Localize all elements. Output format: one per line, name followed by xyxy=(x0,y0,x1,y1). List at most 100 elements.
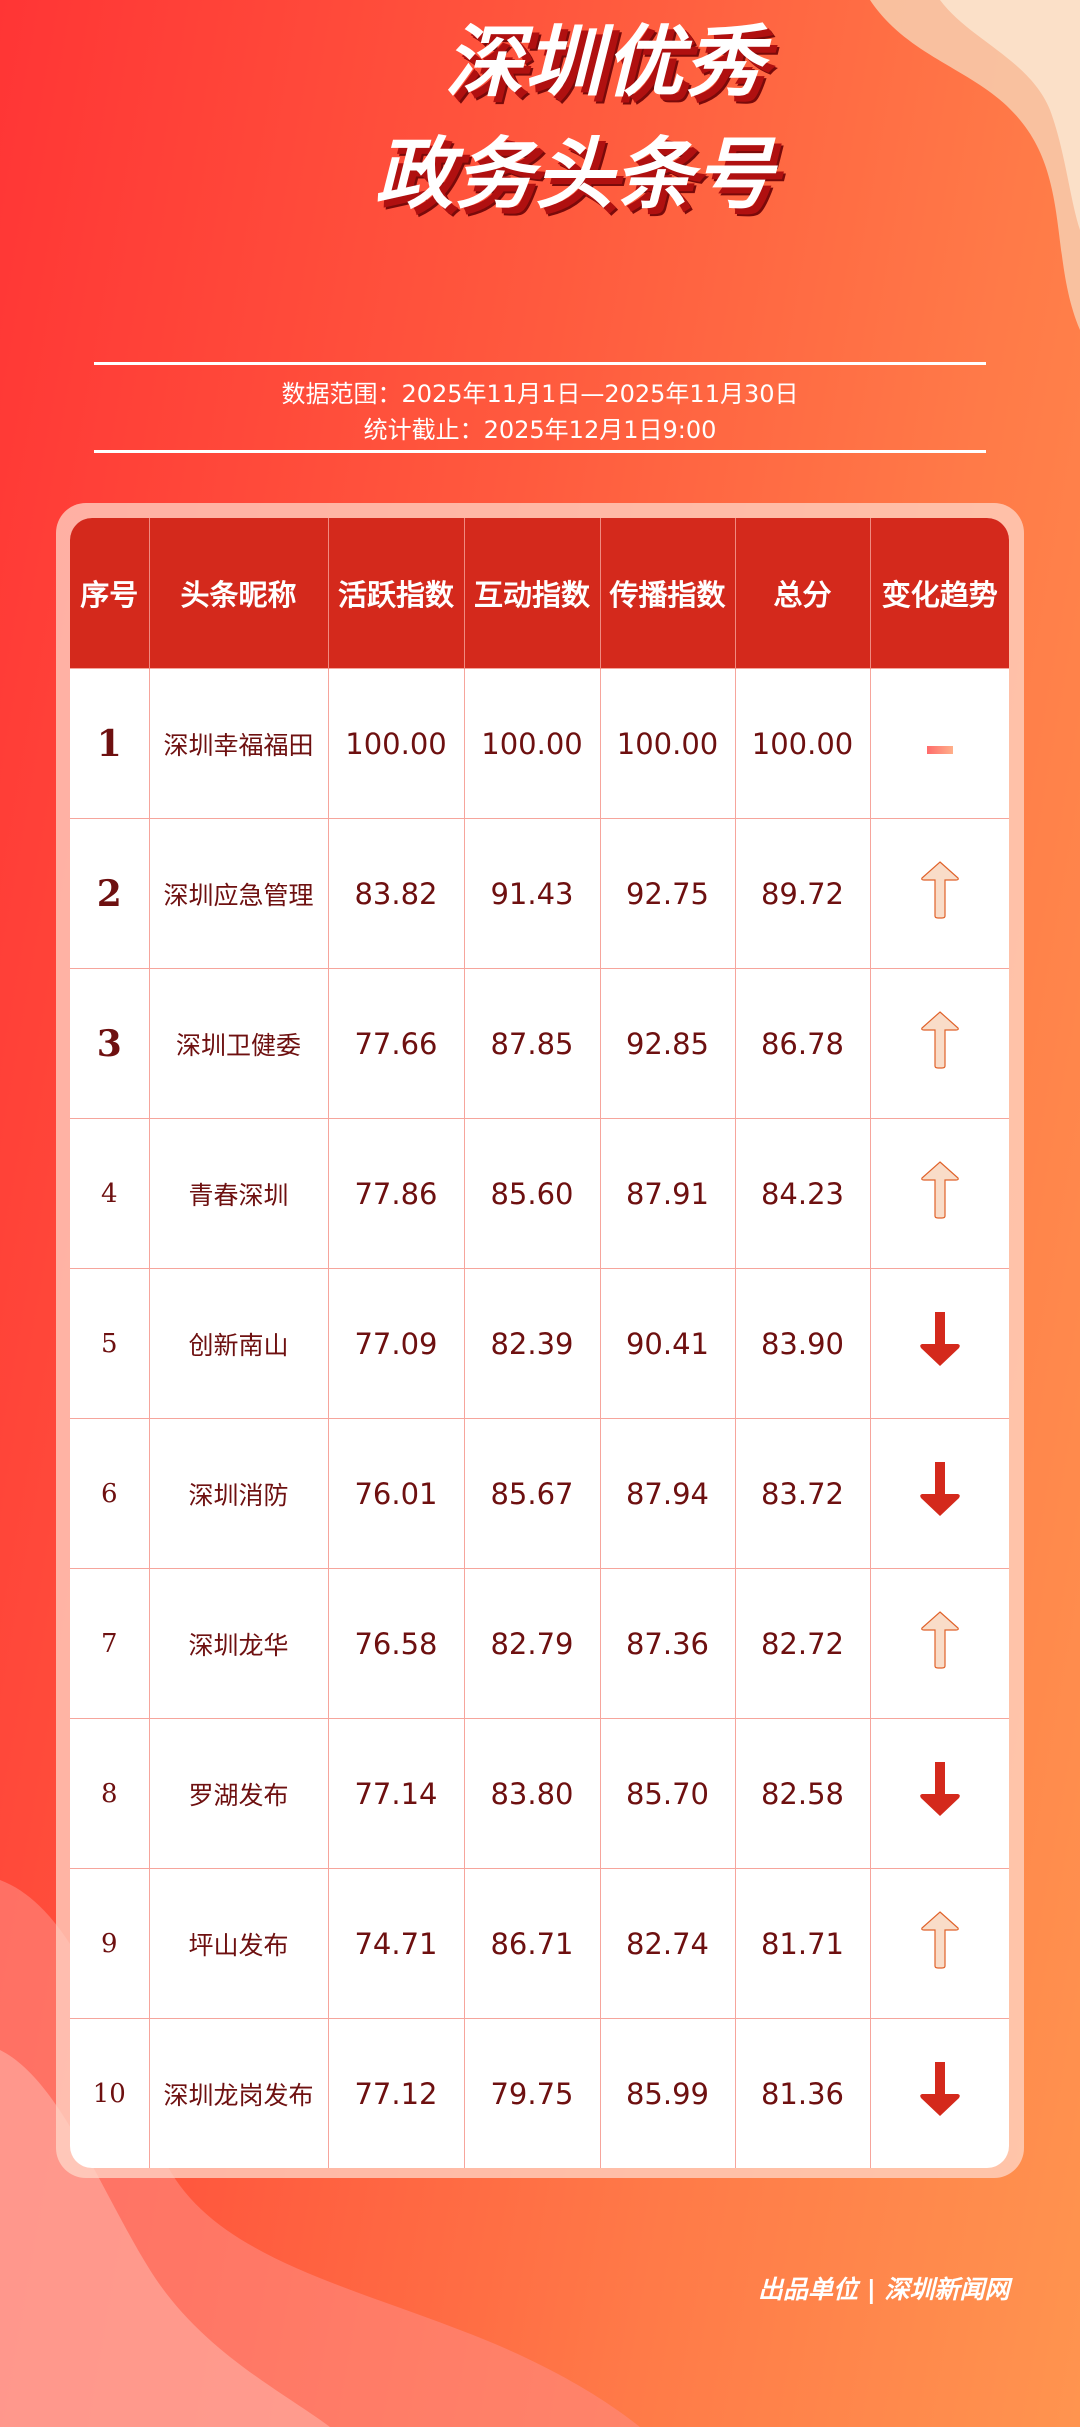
cell-spread-index: 85.99 xyxy=(599,2018,736,2168)
cell-name: 青春深圳 xyxy=(148,1118,329,1269)
cell-active-index: 77.09 xyxy=(327,1268,465,1419)
page-title: 深圳优秀 政务头条号 xyxy=(0,0,1080,224)
cell-interaction-index: 100.00 xyxy=(463,668,601,819)
cell-name: 坪山发布 xyxy=(148,1868,329,2019)
cell-rank: 2 xyxy=(70,818,150,969)
cell-interaction-index: 91.43 xyxy=(463,818,601,969)
cell-active-index: 83.82 xyxy=(327,818,465,969)
cell-rank: 7 xyxy=(70,1568,150,1719)
cell-spread-index: 82.74 xyxy=(599,1868,736,2019)
cell-interaction-index: 86.71 xyxy=(463,1868,601,2019)
cell-spread-index: 92.75 xyxy=(599,818,736,969)
divider-bottom xyxy=(94,450,986,453)
column-header-rank: 序号 xyxy=(70,518,149,669)
cell-trend xyxy=(869,1868,1009,2019)
cell-total-score: 84.23 xyxy=(734,1118,871,1269)
cell-total-score: 81.71 xyxy=(734,1868,871,2019)
cell-spread-index: 90.41 xyxy=(599,1268,736,1419)
arrow-up-icon xyxy=(920,1611,960,1677)
cell-trend xyxy=(869,1268,1009,1419)
table-row: 8 罗湖发布 77.14 83.80 85.70 82.58 xyxy=(70,1718,1009,1869)
cell-total-score: 81.36 xyxy=(734,2018,871,2168)
cell-spread-index: 100.00 xyxy=(599,668,736,819)
cell-interaction-index: 85.60 xyxy=(463,1118,601,1269)
title-line-1: 深圳优秀 xyxy=(444,18,765,108)
arrow-down-icon xyxy=(918,1462,962,1527)
data-range-text: 数据范围：2025年11月1日—2025年11月30日 xyxy=(281,380,799,408)
arrow-up-icon xyxy=(920,1161,960,1227)
cell-name: 创新南山 xyxy=(148,1268,329,1419)
arrow-up-icon xyxy=(920,1011,960,1077)
title-line-2: 政务头条号 xyxy=(374,130,775,220)
cell-interaction-index: 82.39 xyxy=(463,1268,601,1419)
cell-rank: 9 xyxy=(70,1868,150,2019)
column-header-trend: 变化趋势 xyxy=(869,518,1009,669)
publisher-credit: 出品单位 | 深圳新闻网 xyxy=(758,2275,1010,2304)
cell-interaction-index: 79.75 xyxy=(463,2018,601,2168)
table-row: 9 坪山发布 74.71 86.71 82.74 81.71 xyxy=(70,1868,1009,2019)
arrow-down-icon xyxy=(918,1312,962,1377)
table-header-row: 序号 头条昵称 活跃指数 互动指数 传播指数 总分 变化趋势 xyxy=(70,518,1009,669)
cell-active-index: 77.14 xyxy=(327,1718,465,1869)
column-header-interaction-index: 互动指数 xyxy=(463,518,600,669)
cell-rank: 8 xyxy=(70,1718,150,1869)
cell-spread-index: 87.36 xyxy=(599,1568,736,1719)
cell-interaction-index: 83.80 xyxy=(463,1718,601,1869)
cell-name: 罗湖发布 xyxy=(148,1718,329,1869)
cell-total-score: 100.00 xyxy=(734,668,871,819)
cell-name: 深圳幸福福田 xyxy=(148,668,329,819)
cell-trend xyxy=(869,668,1009,819)
cell-spread-index: 87.91 xyxy=(599,1118,736,1269)
table-row: 7 深圳龙华 76.58 82.79 87.36 82.72 xyxy=(70,1568,1009,1719)
cell-total-score: 83.72 xyxy=(734,1418,871,1569)
cell-name: 深圳卫健委 xyxy=(148,968,329,1119)
cell-rank: 10 xyxy=(70,2018,150,2168)
cell-active-index: 77.66 xyxy=(327,968,465,1119)
cell-active-index: 76.01 xyxy=(327,1418,465,1569)
table-row: 5 创新南山 77.09 82.39 90.41 83.90 xyxy=(70,1268,1009,1419)
column-header-name: 头条昵称 xyxy=(148,518,328,669)
cell-active-index: 77.86 xyxy=(327,1118,465,1269)
arrow-up-icon xyxy=(920,861,960,927)
cell-name: 深圳龙华 xyxy=(148,1568,329,1719)
cell-interaction-index: 85.67 xyxy=(463,1418,601,1569)
cell-active-index: 100.00 xyxy=(327,668,465,819)
cell-interaction-index: 82.79 xyxy=(463,1568,601,1719)
cell-trend xyxy=(869,1118,1009,1269)
cell-active-index: 76.58 xyxy=(327,1568,465,1719)
cell-rank: 5 xyxy=(70,1268,150,1419)
cell-trend xyxy=(869,2018,1009,2168)
cell-trend xyxy=(869,1718,1009,1869)
cell-spread-index: 87.94 xyxy=(599,1418,736,1569)
cell-interaction-index: 87.85 xyxy=(463,968,601,1119)
table-row: 2 深圳应急管理 83.82 91.43 92.75 89.72 xyxy=(70,818,1009,969)
cell-total-score: 89.72 xyxy=(734,818,871,969)
cell-name: 深圳龙岗发布 xyxy=(148,2018,329,2168)
arrow-up-icon xyxy=(920,1911,960,1977)
cell-rank: 4 xyxy=(70,1118,150,1269)
column-header-spread-index: 传播指数 xyxy=(599,518,735,669)
cell-total-score: 82.72 xyxy=(734,1568,871,1719)
cell-trend xyxy=(869,1568,1009,1719)
column-header-total-score: 总分 xyxy=(734,518,870,669)
arrow-down-icon xyxy=(918,1762,962,1827)
cell-spread-index: 85.70 xyxy=(599,1718,736,1869)
cell-rank: 3 xyxy=(70,968,150,1119)
cell-active-index: 74.71 xyxy=(327,1868,465,2019)
cell-active-index: 77.12 xyxy=(327,2018,465,2168)
cell-trend xyxy=(869,968,1009,1119)
cell-rank: 6 xyxy=(70,1418,150,1569)
table-row: 10 深圳龙岗发布 77.12 79.75 85.99 81.36 xyxy=(70,2018,1009,2168)
cell-total-score: 82.58 xyxy=(734,1718,871,1869)
cell-rank: 1 xyxy=(70,668,150,819)
dash-icon xyxy=(926,727,953,761)
cell-total-score: 83.90 xyxy=(734,1268,871,1419)
arrow-down-icon xyxy=(918,2062,962,2127)
cell-spread-index: 92.85 xyxy=(599,968,736,1119)
cutoff-text: 统计截止：2025年12月1日9:00 xyxy=(363,416,717,444)
table-row: 6 深圳消防 76.01 85.67 87.94 83.72 xyxy=(70,1418,1009,1569)
table-row: 4 青春深圳 77.86 85.60 87.91 84.23 xyxy=(70,1118,1009,1269)
cell-name: 深圳应急管理 xyxy=(148,818,329,969)
table-row: 1 深圳幸福福田 100.00 100.00 100.00 100.00 xyxy=(70,668,1009,819)
decorative-wave-bottom-left xyxy=(0,1880,640,2427)
